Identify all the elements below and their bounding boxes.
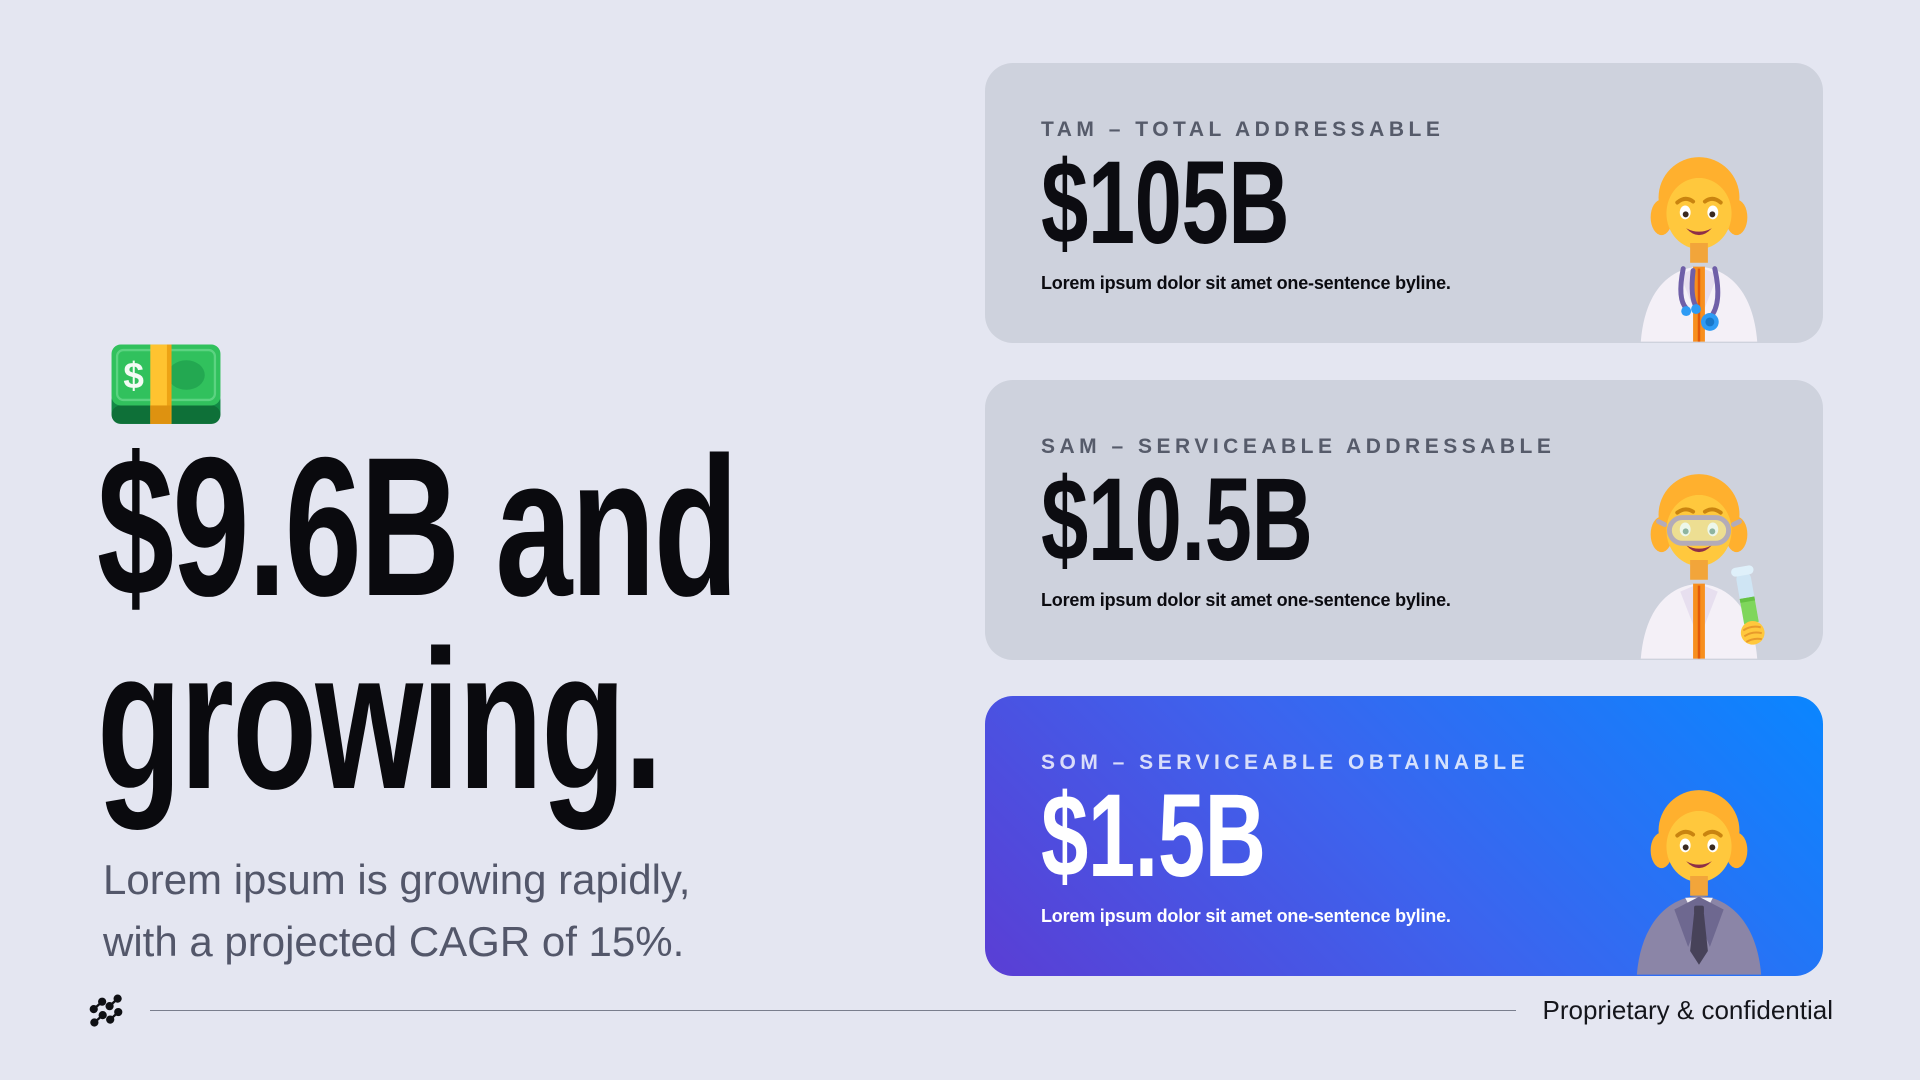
page-subtitle-line1: Lorem ipsum is growing rapidly, (103, 856, 691, 903)
card-value: $10.5B (1041, 454, 1313, 586)
dollar-banknote-icon: $ (111, 344, 221, 424)
page-title-line1: $9.6B and (97, 416, 738, 637)
stat-card-som: SOM – SERVICEABLE OBTAINABLE $1.5B Lorem… (985, 696, 1823, 976)
scientist-emoji (1640, 474, 1765, 659)
footer: Proprietary & confidential (89, 988, 1833, 1032)
card-byline: Lorem ipsum dolor sit amet one-sentence … (1041, 906, 1451, 926)
card-value: $1.5B (1041, 770, 1266, 902)
dollar-glyph: $ (123, 355, 144, 396)
confidentiality-note: Proprietary & confidential (1542, 994, 1833, 1025)
card-byline: Lorem ipsum dolor sit amet one-sentence … (1041, 273, 1451, 293)
brand-logo-icon (89, 994, 123, 1027)
page-subtitle-line2: with a projected CAGR of 15%. (103, 918, 685, 965)
health-worker-emoji (1640, 157, 1758, 342)
card-byline: Lorem ipsum dolor sit amet one-sentence … (1041, 590, 1451, 610)
page-title: $9.6B and growing. (97, 416, 738, 830)
page-subtitle: Lorem ipsum is growing rapidly, with a p… (103, 849, 690, 973)
card-label: SAM – SERVICEABLE ADDRESSABLE (1041, 435, 1556, 458)
page-title-line2: growing. (97, 609, 663, 830)
office-worker-emoji (1636, 790, 1762, 975)
card-label: SOM – SERVICEABLE OBTAINABLE (1041, 751, 1530, 774)
stat-card-tam: TAM – TOTAL ADDRESSABLE $105B Lorem ipsu… (985, 63, 1823, 343)
card-label: TAM – TOTAL ADDRESSABLE (1041, 118, 1445, 141)
stat-card-sam: SAM – SERVICEABLE ADDRESSABLE $10.5B Lor… (985, 380, 1823, 660)
card-value: $105B (1041, 137, 1290, 269)
footer-divider (150, 1009, 1516, 1011)
